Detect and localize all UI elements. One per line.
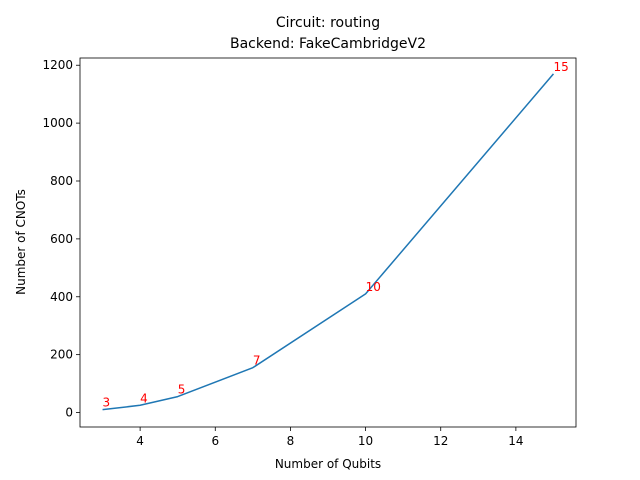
point-annotation: 7 — [253, 354, 261, 368]
x-axis-label: Number of Qubits — [275, 457, 381, 471]
y-tick-label: 200 — [50, 348, 73, 362]
x-tick-label: 8 — [287, 434, 295, 448]
x-tick-label: 10 — [358, 434, 373, 448]
point-annotation: 15 — [553, 60, 568, 74]
data-line — [102, 73, 555, 411]
x-tick-label: 14 — [508, 434, 523, 448]
plot-frame — [79, 57, 577, 428]
chart-title: Circuit: routing — [276, 15, 380, 31]
point-annotation: 4 — [140, 391, 148, 405]
y-tick-label: 0 — [65, 406, 73, 420]
point-annotation: 10 — [366, 280, 381, 294]
x-tick-label: 12 — [433, 434, 448, 448]
point-annotation: 3 — [103, 396, 111, 410]
y-tick-label: 1000 — [42, 116, 73, 130]
y-tick-label: 400 — [50, 290, 73, 304]
y-tick-label: 1200 — [42, 58, 73, 72]
y-tick-label: 800 — [50, 174, 73, 188]
plot-area: 4 6 8 10 12 14 0 200 400 600 800 1000 1200 3 4 5 7 10 15 — [42, 57, 577, 448]
x-tick-label: 6 — [211, 434, 219, 448]
chart-subtitle: Backend: FakeCambridgeV2 — [230, 36, 426, 52]
point-annotation: 5 — [178, 383, 186, 397]
y-axis-label: Number of CNOTs — [14, 189, 28, 295]
y-tick-label: 600 — [50, 232, 73, 246]
x-tick-label: 4 — [136, 434, 144, 448]
